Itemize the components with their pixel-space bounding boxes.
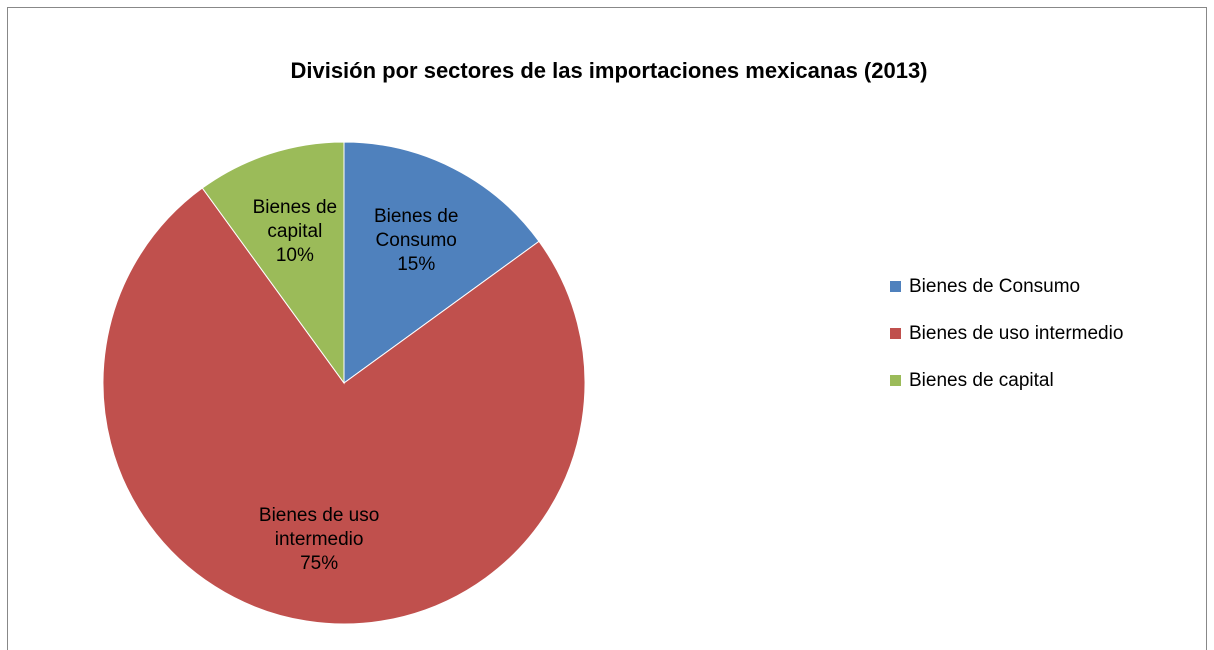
data-label-value: 75% bbox=[300, 553, 339, 575]
chart-title: División por sectores de las importacion… bbox=[290, 58, 927, 83]
data-label-category: Bienes de Consumo bbox=[373, 206, 459, 252]
data-label-box: Bienes de uso intermedio 75% bbox=[254, 495, 384, 585]
data-label-value: 15% bbox=[397, 254, 436, 276]
pie-slice bbox=[343, 141, 540, 384]
data-label-box: Bienes de capital 10% bbox=[230, 187, 360, 277]
pie-slice bbox=[201, 141, 345, 385]
legend-swatch bbox=[890, 281, 901, 292]
legend-label: Bienes de uso intermedio bbox=[909, 323, 1123, 344]
legend-label: Bienes de Consumo bbox=[909, 276, 1080, 297]
data-label-value: 10% bbox=[275, 244, 314, 266]
pie-slice bbox=[102, 187, 586, 625]
legend-swatch bbox=[890, 328, 901, 339]
data-label-category: Bienes de uso intermedio bbox=[258, 505, 380, 551]
data-label-category: Bienes de capital bbox=[252, 196, 338, 242]
legend-label: Bienes de capital bbox=[909, 370, 1054, 391]
legend-swatch bbox=[890, 375, 901, 386]
data-label-box: Bienes de Consumo 15% bbox=[351, 196, 481, 286]
